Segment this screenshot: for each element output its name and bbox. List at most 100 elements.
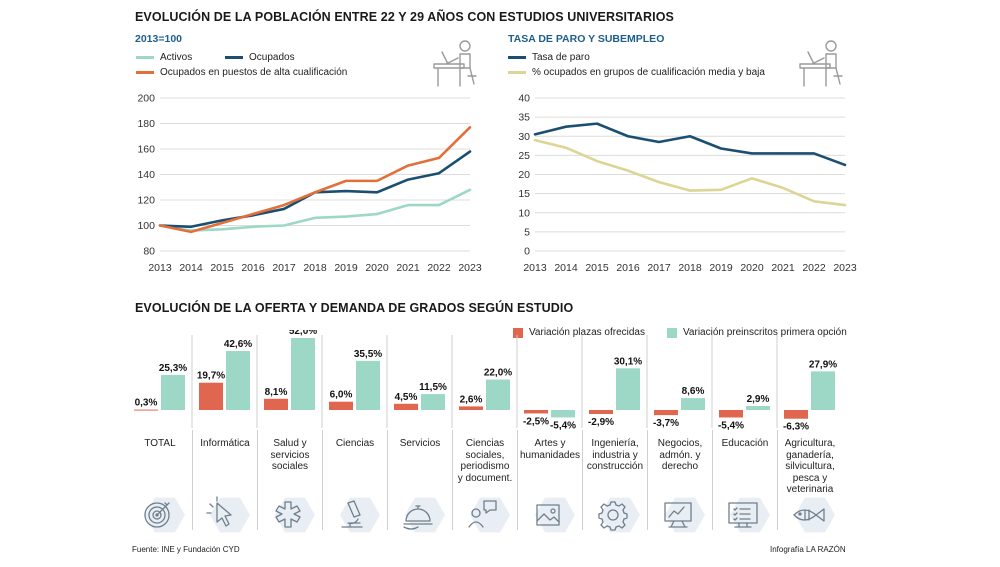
bar-applicants bbox=[356, 360, 380, 410]
group-divider bbox=[322, 430, 323, 530]
legend-label: Ocupados en puestos de alta cualificació… bbox=[160, 67, 348, 78]
category-label: TOTAL bbox=[124, 438, 196, 450]
data-point bbox=[469, 126, 471, 129]
bar-offered-label: 6,0% bbox=[330, 390, 353, 401]
category-label-line: industria y bbox=[592, 449, 638, 461]
x-tick-label: 2013 bbox=[523, 262, 547, 274]
data-point bbox=[190, 231, 192, 233]
y-tick-label: 80 bbox=[143, 246, 155, 258]
legend-label: Variación preinscritos primera opción bbox=[683, 327, 847, 338]
data-point bbox=[469, 150, 471, 153]
bar-applicants-label: 42,6% bbox=[224, 339, 252, 350]
bar-offered bbox=[719, 410, 743, 418]
category-label: Salud y servicios sociales bbox=[254, 438, 326, 473]
bar-offered bbox=[654, 410, 678, 416]
bar-applicants bbox=[746, 405, 770, 410]
data-point bbox=[221, 219, 223, 222]
hex-backdrop bbox=[600, 497, 640, 533]
x-tick-label: 2017 bbox=[647, 262, 671, 274]
line-chart-unemployment: 0 5 10 15 20 25 30 35 40 2013 2014 2015 2016 2017 2018… bbox=[518, 93, 857, 275]
x-tick-label: 2019 bbox=[709, 262, 733, 274]
data-point bbox=[658, 181, 660, 183]
x-tick-label: 2021 bbox=[396, 262, 420, 274]
legend-label: % ocupados en grupos de cualificación me… bbox=[532, 67, 765, 78]
bar-applicants bbox=[161, 374, 185, 410]
bar-offered-label: -5,4% bbox=[718, 420, 744, 430]
footer-credit: Infografía LA RAZÓN bbox=[770, 545, 846, 554]
group-divider bbox=[517, 430, 518, 530]
category-label-line: y document. bbox=[457, 472, 513, 484]
data-point bbox=[438, 157, 440, 159]
x-tick-label: 2022 bbox=[427, 262, 451, 274]
bar-offered bbox=[264, 398, 288, 410]
student-desk-icon bbox=[433, 40, 477, 87]
data-point bbox=[469, 189, 471, 191]
service-cloche-icon bbox=[403, 505, 433, 530]
data-point bbox=[345, 190, 347, 192]
legend-swatch bbox=[136, 71, 154, 74]
bar-applicants-label: -5,4% bbox=[550, 420, 576, 430]
bar-applicants bbox=[486, 379, 510, 410]
data-point bbox=[438, 172, 440, 175]
checklist-screen-icon bbox=[728, 502, 758, 528]
data-point bbox=[283, 208, 285, 210]
y-tick-label: 180 bbox=[137, 118, 155, 130]
bar-applicants-label: 35,5% bbox=[354, 349, 382, 360]
category-label-line: admón. y bbox=[659, 449, 701, 461]
bar-offered-label: 0,3% bbox=[135, 398, 158, 409]
category-label-line: Ciencias bbox=[335, 438, 375, 449]
category-label-line: sociales, bbox=[465, 449, 505, 461]
bar-offered bbox=[524, 410, 548, 414]
category-label-line: periodismo bbox=[460, 461, 510, 472]
category-label-line: Salud y bbox=[273, 438, 307, 449]
data-point bbox=[813, 152, 815, 155]
data-point bbox=[596, 122, 598, 125]
data-point bbox=[844, 204, 846, 206]
y-tick-label: 20 bbox=[518, 169, 530, 181]
x-tick-label: 2014 bbox=[554, 262, 578, 274]
bar-applicants-label: 27,9% bbox=[809, 359, 837, 370]
data-point bbox=[407, 164, 409, 167]
bar-offered-label: 2,6% bbox=[460, 394, 483, 405]
y-tick-label: 120 bbox=[137, 195, 155, 207]
bar-applicants-label: 30,1% bbox=[614, 356, 642, 367]
data-point bbox=[376, 180, 378, 182]
main-title: EVOLUCIÓN DE LA POBLACIÓN ENTRE 22 Y 29 … bbox=[135, 10, 674, 24]
x-tick-label: 2017 bbox=[272, 262, 296, 274]
legend-plazas: Variación plazas ofrecidas bbox=[513, 327, 645, 338]
data-point bbox=[314, 191, 316, 194]
hex-backdrop bbox=[470, 497, 510, 533]
x-tick-label: 2020 bbox=[365, 262, 389, 274]
group-divider bbox=[712, 430, 713, 530]
y-tick-label: 15 bbox=[518, 188, 530, 200]
bar-applicants bbox=[291, 338, 315, 410]
bar-applicants bbox=[616, 368, 640, 410]
series-line-0 bbox=[533, 122, 847, 167]
data-point bbox=[407, 178, 409, 181]
x-tick-label: 2018 bbox=[303, 262, 327, 274]
category-label: Ingeniería, industria y construcción bbox=[579, 438, 651, 473]
legend-swatch bbox=[513, 327, 523, 338]
category-label-line: veterinaria bbox=[786, 484, 834, 495]
category-label-line: servicios bbox=[270, 449, 310, 461]
x-tick-label: 2020 bbox=[740, 262, 764, 274]
y-tick-label: 40 bbox=[518, 93, 530, 105]
data-point bbox=[627, 135, 629, 138]
data-point bbox=[689, 135, 691, 138]
data-point bbox=[720, 189, 722, 191]
category-label-line: Ciencias bbox=[465, 438, 505, 449]
y-tick-label: 30 bbox=[518, 131, 530, 143]
data-point bbox=[627, 169, 629, 172]
data-point bbox=[252, 213, 254, 215]
data-point bbox=[376, 213, 378, 215]
x-tick-label: 2015 bbox=[585, 262, 609, 274]
chat-person-icon bbox=[468, 500, 497, 528]
legend-swatch bbox=[508, 56, 526, 59]
category-label-line: construcción bbox=[586, 461, 644, 472]
section2-title: EVOLUCIÓN DE LA OFERTA Y DEMANDA DE GRAD… bbox=[135, 301, 574, 315]
caduceus-icon bbox=[275, 501, 301, 528]
legend-swatch bbox=[667, 327, 677, 338]
category-label-line: Artes y bbox=[534, 438, 566, 449]
y-tick-label: 5 bbox=[524, 226, 530, 238]
category-label-line: TOTAL bbox=[144, 438, 176, 449]
